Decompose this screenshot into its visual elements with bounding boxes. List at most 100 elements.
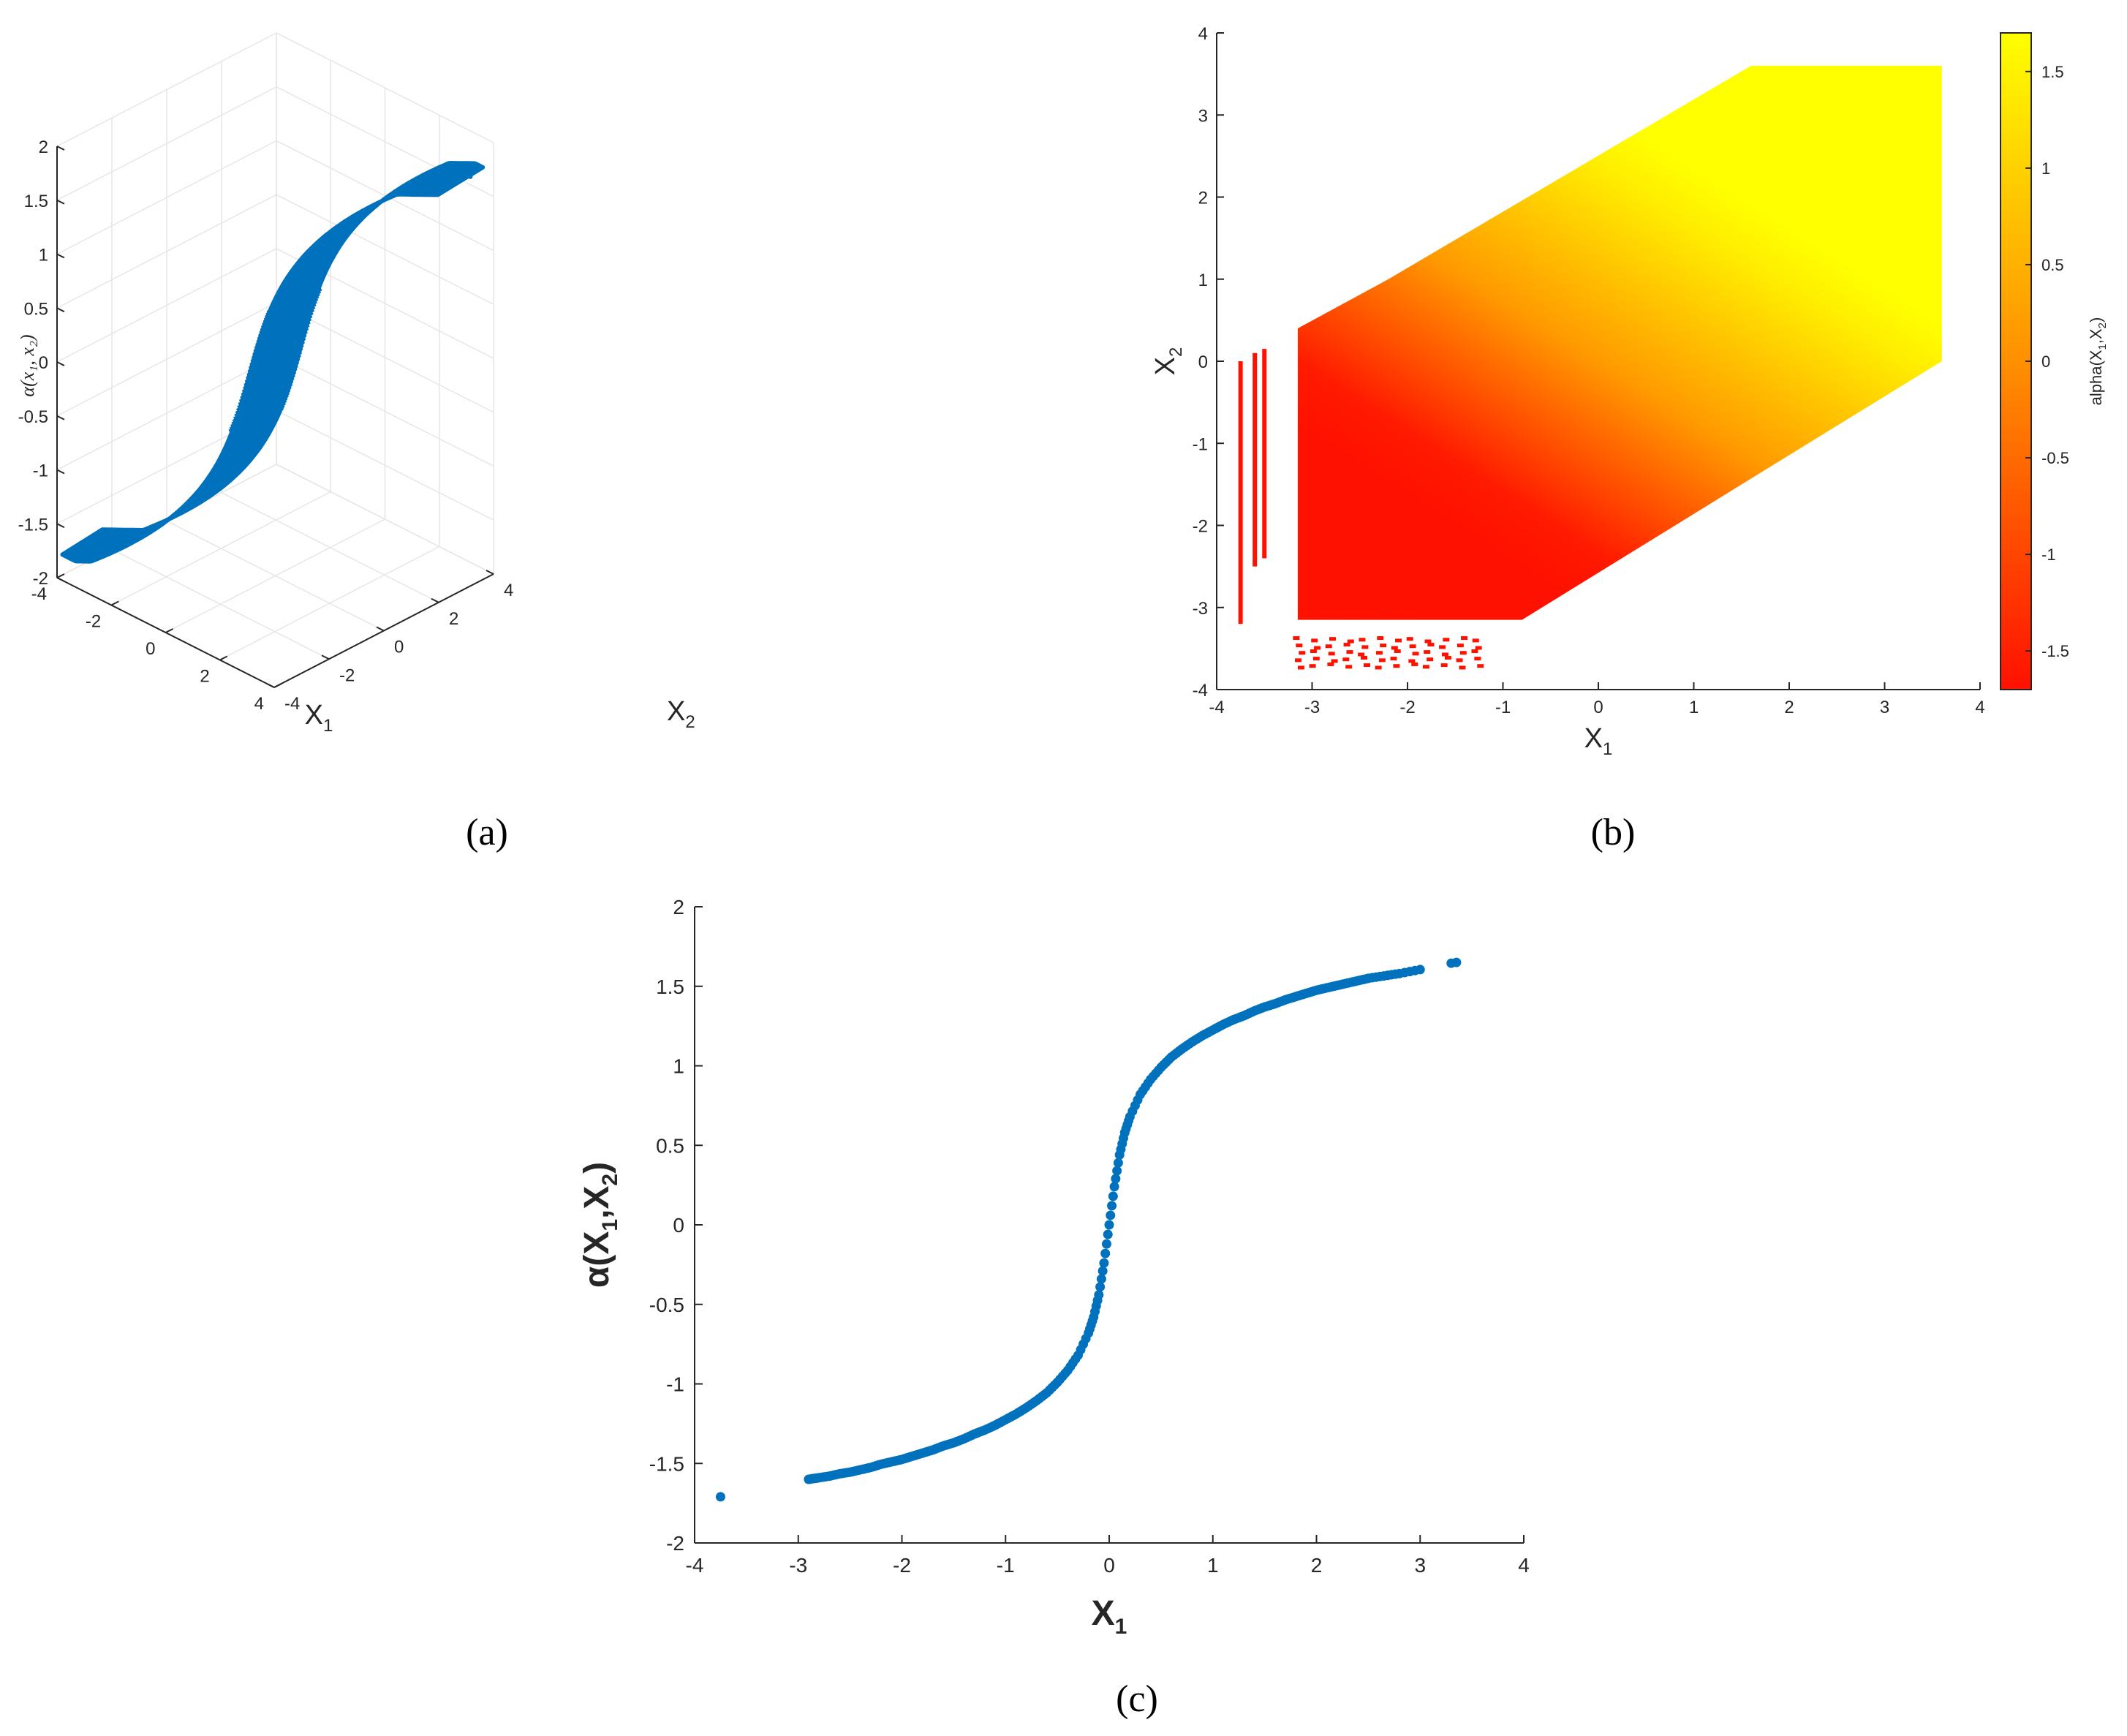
a-z-tick-label: 2 xyxy=(39,137,48,157)
b-edge-dot xyxy=(1394,614,1399,619)
a-x1-tick-label: 0 xyxy=(146,639,155,659)
a-x1-tick xyxy=(165,628,173,633)
c-data-point xyxy=(1124,1116,1134,1126)
panel-a-ylabel: X2 xyxy=(667,696,695,732)
panel-label-b: (b) xyxy=(1591,812,1636,853)
b-edge-strip xyxy=(1238,361,1243,624)
b-edge-dot xyxy=(1325,614,1330,619)
b-edge-dot xyxy=(1371,574,1376,579)
b-edge-dot xyxy=(1347,639,1354,644)
a-data-point xyxy=(84,540,90,546)
c-data-point xyxy=(1101,1239,1111,1249)
b-edge-dot xyxy=(1295,658,1302,663)
c-x-tick-label: -1 xyxy=(997,1554,1015,1577)
panel-a-zlabel: α(x₁, x₂) xyxy=(17,334,38,396)
c-data-point xyxy=(1104,1220,1114,1230)
c-x-tick-label: -4 xyxy=(686,1554,704,1577)
a-z-tick-label: 0.5 xyxy=(24,299,48,319)
a-z-tick-label: -2 xyxy=(33,569,48,589)
b-colorbar-tick-label: -0.5 xyxy=(2041,449,2069,467)
b-edge-dot xyxy=(1363,663,1370,668)
a-z-tick-label: 1 xyxy=(39,246,48,265)
b-edge-dot xyxy=(1459,651,1467,655)
b-edge-dot xyxy=(1329,637,1336,641)
b-edge-dot xyxy=(1405,608,1410,614)
b-edge-dot xyxy=(1383,597,1388,603)
c-x-tick-label: 1 xyxy=(1207,1554,1219,1577)
b-edge-dot xyxy=(1302,574,1307,579)
b-edge-dot xyxy=(1409,644,1416,649)
b-edge-dot xyxy=(1297,665,1304,670)
b-edge-dot xyxy=(1337,608,1342,614)
a-x2-tick xyxy=(376,626,385,632)
b-edge-dot xyxy=(1293,636,1300,641)
b-edge-strip xyxy=(1262,349,1267,559)
b-edge-dot xyxy=(1380,644,1387,648)
a-x1-tick xyxy=(110,600,119,606)
a-data-strip xyxy=(266,284,322,318)
a-x2-tick xyxy=(486,570,494,575)
panel-a-data-cloud xyxy=(60,161,486,564)
b-edge-dot xyxy=(1302,608,1307,614)
panel-c-points xyxy=(715,957,1462,1502)
a-x2-tick-label: -4 xyxy=(284,694,300,714)
b-x-tick-label: 1 xyxy=(1689,698,1699,717)
b-edge-dot xyxy=(1411,662,1418,666)
b-edge-dot xyxy=(1359,614,1364,619)
b-edge-dot xyxy=(1471,649,1478,653)
b-colorbar-tick-label: 1 xyxy=(2041,159,2050,178)
b-edge-dot xyxy=(1390,657,1397,661)
b-edge-dot xyxy=(1328,652,1335,656)
b-y-tick-label: 3 xyxy=(1198,106,1208,126)
b-edge-dot xyxy=(1394,649,1401,653)
panel-b-heatmap: -4 -3 -2 -1 0 1 2 3 4 -4 -3 -2 -1 0 1 2 3 4 -1.5 -1 -0.5 0 0.… xyxy=(1150,24,2109,853)
a-z-tick-label: 0 xyxy=(39,353,48,373)
c-data-point xyxy=(1095,1282,1106,1292)
b-edge-dot xyxy=(1408,659,1416,663)
b-colorbar-tick-label: 0.5 xyxy=(2041,256,2064,274)
b-y-tick-label: 1 xyxy=(1198,271,1208,290)
b-edge-dot xyxy=(1348,591,1353,596)
a-grid-line xyxy=(221,492,439,603)
panel-c-xlabel: X1 xyxy=(1092,1594,1127,1639)
b-edge-dot xyxy=(1405,574,1410,579)
a-x1-tick-label: -2 xyxy=(86,612,101,632)
b-edge-dot xyxy=(1393,664,1400,668)
panel-b-colorbar: -1.5 -1 -0.5 0 0.5 1 1.5 xyxy=(2000,32,2069,690)
c-data-point xyxy=(1113,1158,1123,1168)
c-data-point xyxy=(1097,1266,1108,1276)
a-z-tick xyxy=(56,523,65,529)
b-edge-dot xyxy=(1359,579,1364,584)
b-edge-dot xyxy=(1361,645,1369,649)
b-edge-dot xyxy=(1395,638,1402,643)
a-data-point xyxy=(461,176,466,181)
b-edge-dot xyxy=(1443,638,1450,642)
b-edge-dot xyxy=(1383,591,1388,596)
a-x1-tick xyxy=(273,683,282,688)
a-z-tick xyxy=(56,469,65,475)
b-edge-dot xyxy=(1456,658,1463,663)
panel-b-color-region xyxy=(1238,65,1942,670)
a-z-tick xyxy=(56,199,65,205)
b-x-tick-label: -2 xyxy=(1399,698,1415,717)
b-edge-dot xyxy=(1440,663,1448,668)
c-data-point xyxy=(1375,971,1385,981)
b-x-tick-label: 0 xyxy=(1593,698,1603,717)
b-colorbar-tick-label: -1 xyxy=(2041,546,2056,564)
a-data-point xyxy=(468,174,473,179)
c-data-point xyxy=(1391,969,1401,979)
b-edge-dot xyxy=(1475,646,1482,650)
b-edge-dot xyxy=(1472,638,1479,643)
b-edge-dot xyxy=(1412,652,1419,656)
c-y-tick-label: 0.5 xyxy=(656,1134,684,1157)
a-z-tick xyxy=(56,361,65,366)
b-edge-dot xyxy=(1309,664,1316,668)
b-edge-dot xyxy=(1325,586,1330,591)
b-edge-dot xyxy=(1394,586,1399,591)
b-edge-dot xyxy=(1302,603,1307,608)
panel-c-ylabel: α(X1,X2) xyxy=(578,1162,622,1288)
c-data-point xyxy=(1087,1316,1097,1326)
c-y-tick-label: -1 xyxy=(666,1373,684,1396)
c-data-point xyxy=(1133,1095,1143,1105)
